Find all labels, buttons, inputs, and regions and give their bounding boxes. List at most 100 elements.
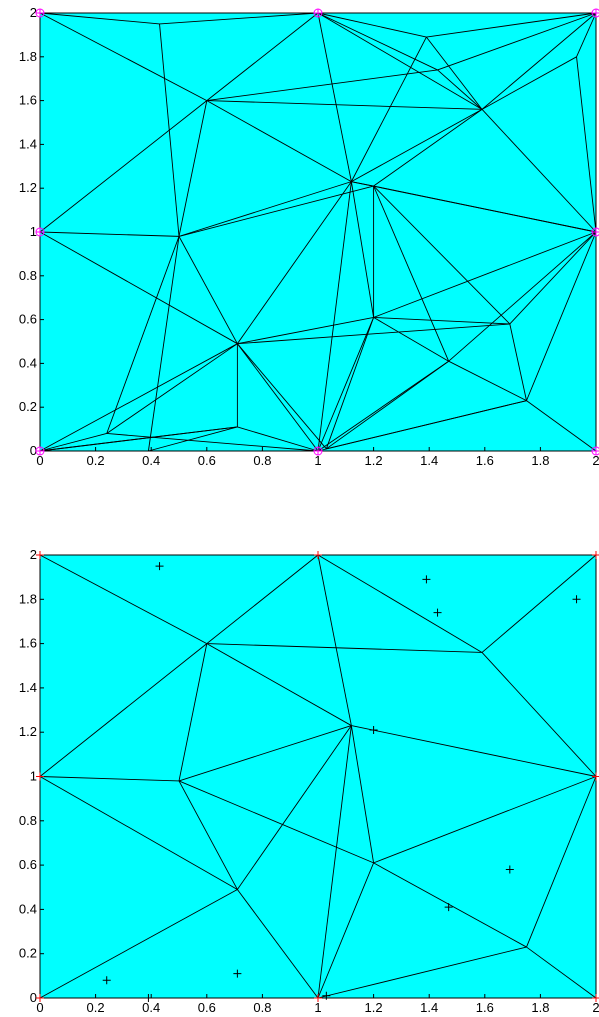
mesh-edge [206, 643, 352, 726]
mesh-edge [426, 36, 483, 110]
y-tick-label: 1.2 [19, 724, 37, 739]
point-marker [505, 865, 514, 874]
boundary-marker-cross [36, 9, 44, 17]
mesh-edge [159, 23, 180, 237]
mesh-edge [317, 12, 438, 71]
mesh-edge [317, 360, 449, 452]
mesh-edge [526, 231, 597, 401]
y-tick-label: 1.2 [19, 180, 37, 195]
y-tick-label: 0.8 [19, 268, 37, 283]
x-tick-label: 0.8 [253, 1000, 271, 1015]
x-tick-label: 0.2 [87, 1000, 105, 1015]
mesh-edge [39, 889, 238, 999]
mesh-edge [178, 236, 238, 344]
mesh-edge [317, 317, 375, 452]
mesh-edge [147, 236, 180, 452]
point-marker [433, 608, 442, 617]
corner-marker [36, 551, 44, 559]
mesh-edge [39, 776, 180, 782]
x-tick-label: 1 [314, 1000, 321, 1015]
mesh-edge [317, 554, 352, 726]
point-marker [444, 903, 453, 912]
mesh-edge [237, 316, 374, 345]
mesh-edge [237, 323, 510, 345]
mesh-edge [106, 433, 319, 452]
mesh-edge [39, 12, 160, 25]
y-tick-label: 0.6 [19, 857, 37, 872]
point-marker [369, 725, 378, 734]
mesh-edge [178, 181, 352, 237]
mesh-edge [206, 69, 438, 102]
mesh-edge [437, 69, 483, 110]
mesh-edge [148, 426, 238, 452]
mesh-edge [317, 946, 527, 999]
boundary-marker-cross [314, 9, 322, 17]
mesh-edge [39, 343, 238, 452]
plot-area [40, 555, 596, 998]
x-tick-label: 1.4 [420, 453, 438, 468]
mesh-edge [576, 12, 597, 57]
mesh-edge [159, 12, 319, 25]
boundary-marker-cross [36, 228, 44, 236]
mesh-edge [237, 725, 352, 890]
y-tick-label: 1.8 [19, 591, 37, 606]
y-tick-label: 2 [30, 547, 37, 562]
x-tick-label: 1 [314, 453, 321, 468]
mesh-edge [206, 12, 319, 101]
mesh-edge [317, 554, 483, 653]
mesh-edge [481, 652, 597, 777]
mesh-edge [437, 12, 597, 71]
mesh-edge [237, 426, 319, 452]
y-tick-label: 0 [30, 443, 37, 458]
mesh-edge [351, 181, 374, 187]
mesh-edge [206, 100, 483, 110]
mesh-edge [350, 725, 375, 863]
mesh-edge [481, 554, 597, 653]
mesh-edge [178, 100, 208, 237]
x-tick-label: 1.6 [476, 453, 494, 468]
y-tick-label: 0 [30, 990, 37, 1005]
y-tick-label: 0.4 [19, 355, 37, 370]
mesh-edge [178, 780, 238, 890]
mesh-edge [178, 780, 374, 864]
mesh-edge [351, 108, 483, 183]
corner-marker [314, 551, 322, 559]
point-marker [322, 991, 331, 1000]
mesh-edge [106, 343, 238, 434]
mesh-edge [373, 317, 449, 362]
mesh-edge [526, 946, 597, 999]
mesh-edge [350, 36, 427, 182]
y-tick-label: 1.6 [19, 93, 37, 108]
y-tick-label: 1.6 [19, 636, 37, 651]
plot-area [40, 13, 596, 451]
mesh-edge [206, 643, 483, 653]
mesh-edge [39, 554, 208, 644]
x-tick-label: 0.8 [253, 453, 271, 468]
boundary-marker-cross [314, 447, 322, 455]
mesh-edge [448, 231, 597, 362]
mesh-edge [373, 776, 597, 864]
x-tick-label: 0 [36, 453, 43, 468]
mesh-edge [178, 185, 374, 237]
point-marker [144, 994, 153, 1002]
mesh-edge [481, 109, 597, 233]
mesh-edge [426, 12, 597, 38]
mesh-edge [106, 236, 180, 434]
mesh-edge [237, 343, 319, 452]
mesh-edge [373, 185, 511, 325]
mesh-edge [373, 231, 597, 318]
mesh-edge [39, 643, 208, 777]
mesh-edge [351, 725, 597, 777]
x-tick-label: 1.4 [420, 1000, 438, 1015]
mesh-edge [206, 554, 319, 644]
mesh-edge [448, 360, 527, 402]
mesh-edge [373, 108, 483, 187]
plot-2: 0 0.2 0.4 0.6 0.8 1 1.2 1.4 1.6 1.8 2 0 0.2 0.4 0.6 0.8… [19, 547, 599, 1015]
y-tick-label: 1 [30, 224, 37, 239]
mesh-edge [317, 725, 352, 999]
mesh-edge [237, 181, 352, 344]
mesh-edge [326, 400, 527, 450]
x-tick-label: 1.2 [365, 1000, 383, 1015]
y-tick-label: 1 [30, 769, 37, 784]
mesh-edge [317, 12, 483, 110]
